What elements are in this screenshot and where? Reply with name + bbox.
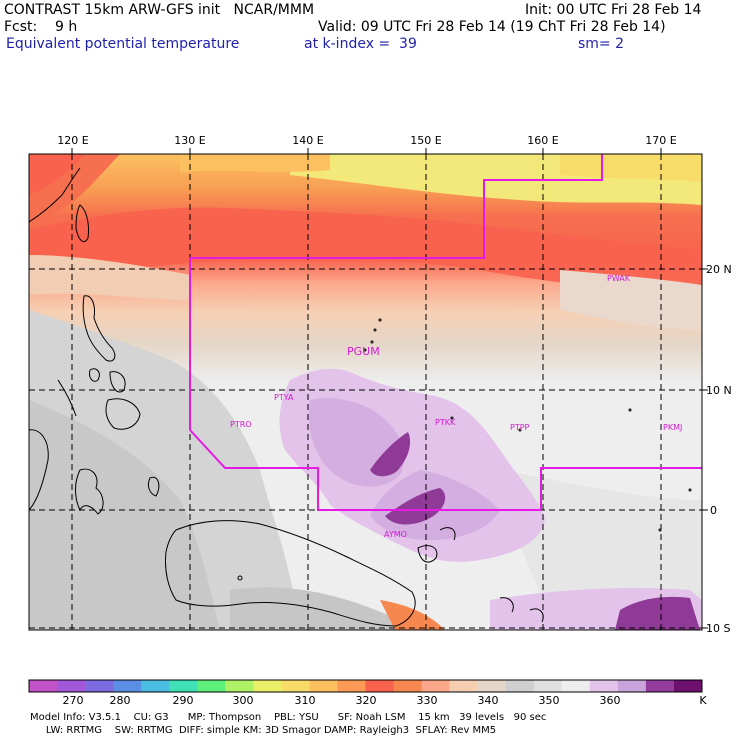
- station-ptpp: PTPP: [510, 423, 530, 432]
- lat-label: 10 S: [706, 622, 731, 635]
- colorbar-swatch: [57, 680, 86, 692]
- colorbar-tick-label: 350: [538, 694, 560, 707]
- smoothing: sm= 2: [578, 36, 625, 52]
- colorbar-swatch: [421, 680, 451, 692]
- lon-label: 150 E: [410, 134, 442, 147]
- region-boundary: [189, 154, 702, 511]
- axis-ticks: [71, 148, 708, 629]
- colorbar-tick-label: 310: [294, 694, 316, 707]
- init-time: Init: 00 UTC Fri 28 Feb 14: [525, 2, 702, 18]
- colorbar-swatch: [225, 680, 254, 692]
- model-info-line1: Model Info: V3.5.1 CU: G3 MP: Thompson P…: [30, 712, 547, 723]
- station-aymo: AYMO: [384, 530, 407, 539]
- colorbar-swatch: [645, 680, 675, 692]
- lon-label: 140 E: [292, 134, 324, 147]
- field-name: Equivalent potential temperature: [6, 36, 240, 52]
- station-ptkk: PTKK: [435, 418, 456, 427]
- colorbar-swatch: [85, 680, 114, 692]
- station-ptya: PTYA: [274, 393, 294, 402]
- colorbar-swatch: [253, 680, 282, 692]
- colorbar-tick-label: 320: [355, 694, 377, 707]
- colorbar-tick-label: 290: [172, 694, 194, 707]
- colorbar-tick-label: 330: [416, 694, 438, 707]
- colorbar-swatch: [169, 680, 198, 692]
- colorbar-tick-label: 270: [62, 694, 84, 707]
- colorbar-swatch: [673, 680, 703, 692]
- colorbar-tick-label: 280: [109, 694, 131, 707]
- station-pgum: PGUM: [347, 345, 380, 358]
- coastlines: [29, 167, 692, 627]
- colorbar-swatch: [197, 680, 226, 692]
- model-info-line2: LW: RRTMG SW: RRTMG DIFF: simple KM: 3D …: [30, 725, 497, 736]
- colorbar-swatch: [589, 680, 619, 692]
- colorbar-swatch: [141, 680, 170, 692]
- colorbar-swatch: [365, 680, 395, 692]
- theta-e-field: [29, 154, 702, 630]
- colorbar-swatch: [505, 680, 535, 692]
- lat-label: 10 N: [706, 384, 732, 397]
- valid-time: Valid: 09 UTC Fri 28 Feb 14 (19 ChT Fri …: [318, 19, 666, 35]
- colorbar-swatch: [449, 680, 479, 692]
- station-pwak: PWAK: [607, 274, 631, 283]
- lon-label: 160 E: [527, 134, 559, 147]
- model-title: CONTRAST 15km ARW-GFS init NCAR/MMM: [4, 2, 315, 18]
- colorbar-swatch: [533, 680, 563, 692]
- colorbar-swatch: [113, 680, 142, 692]
- lon-label: 170 E: [645, 134, 677, 147]
- lon-label: 130 E: [174, 134, 206, 147]
- colorbar-swatch: [477, 680, 507, 692]
- station-pkmj: PKMJ: [663, 423, 682, 432]
- colorbar-swatch: [561, 680, 591, 692]
- colorbar-swatch: [281, 680, 310, 692]
- colorbar-swatch: [309, 680, 338, 692]
- colorbar-swatch: [617, 680, 647, 692]
- colorbar-tick-label: 360: [599, 694, 621, 707]
- lat-label: 20 N: [706, 263, 732, 276]
- forecast-hour: Fcst: 9 h: [4, 19, 78, 35]
- colorbar-tick-label: 300: [232, 694, 254, 707]
- colorbar-swatch: [393, 680, 423, 692]
- colorbar-unit: K: [699, 694, 707, 707]
- colorbar-frame: [28, 679, 703, 693]
- colorbar: [28, 679, 703, 693]
- lat-label: 0: [710, 504, 717, 517]
- level-index: at k-index = 39: [304, 36, 417, 52]
- station-ptro: PTRO: [230, 420, 252, 429]
- lon-label: 120 E: [57, 134, 89, 147]
- latlon-grid: [29, 154, 702, 630]
- colorbar-swatch: [29, 680, 58, 692]
- colorbar-swatch: [337, 680, 366, 692]
- colorbar-tick-label: 340: [477, 694, 499, 707]
